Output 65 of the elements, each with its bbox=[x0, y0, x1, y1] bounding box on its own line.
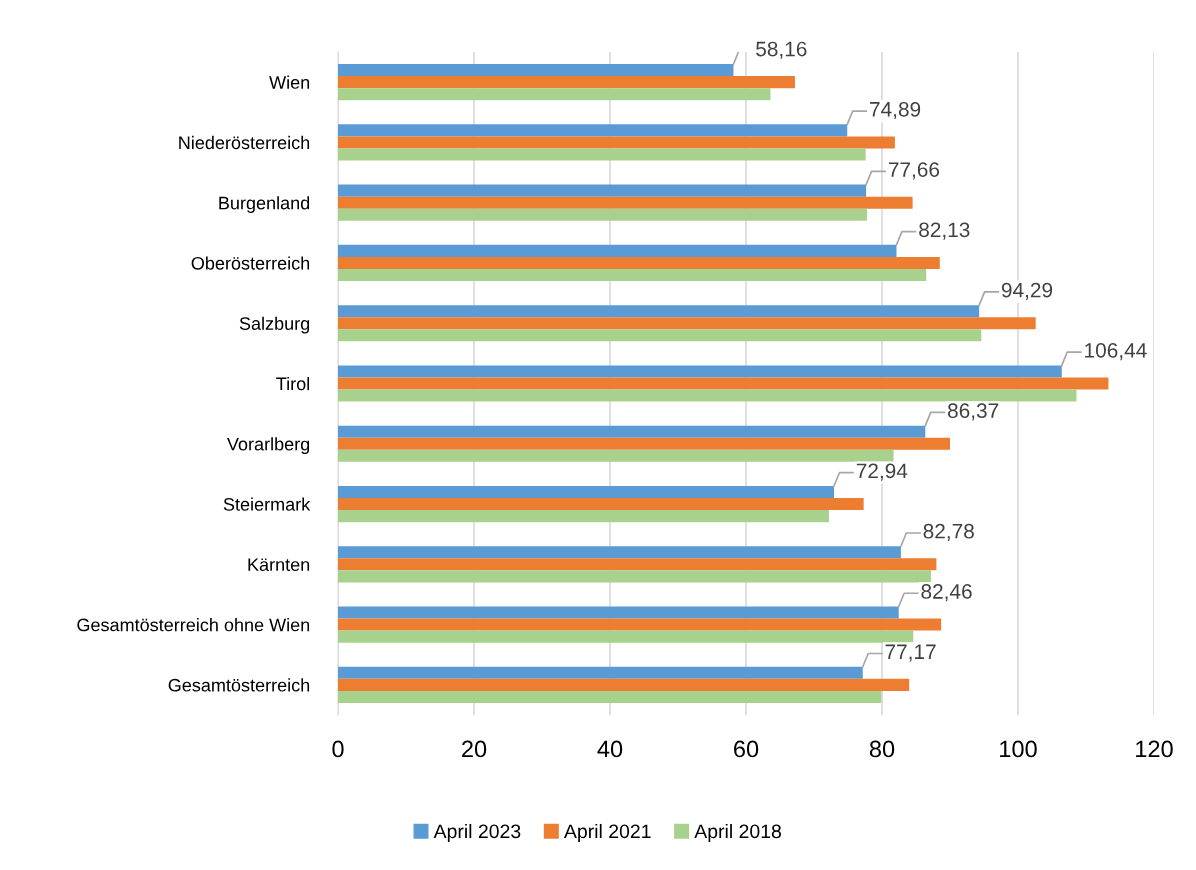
data-label: 58,16 bbox=[756, 41, 807, 59]
bar bbox=[338, 425, 926, 438]
data-label: 82,78 bbox=[923, 523, 974, 542]
bar bbox=[338, 136, 895, 149]
x-tick-label: 80 bbox=[869, 740, 895, 758]
bar bbox=[338, 64, 734, 77]
bar bbox=[338, 317, 1036, 330]
y-tick-label: Salzburg bbox=[239, 316, 310, 334]
x-tick-label: 20 bbox=[462, 740, 487, 758]
data-label: 74,89 bbox=[870, 101, 921, 120]
bar bbox=[338, 268, 927, 282]
bar bbox=[338, 377, 1109, 390]
bar bbox=[338, 389, 1077, 402]
legend-label: April 2021 bbox=[563, 823, 651, 843]
bar bbox=[338, 208, 868, 221]
y-tick-label: Burgenland bbox=[219, 196, 310, 213]
bar bbox=[338, 449, 894, 462]
bar bbox=[338, 329, 982, 342]
data-label: 82,46 bbox=[921, 584, 972, 602]
y-tick-label: Gesamtösterreich ohne Wien bbox=[77, 618, 310, 632]
data-label: 86,37 bbox=[947, 403, 999, 421]
bar bbox=[338, 546, 901, 559]
data-label: 77,66 bbox=[888, 162, 940, 180]
y-tick-label: Niederösterreich bbox=[179, 135, 310, 150]
x-tick-label: 60 bbox=[734, 740, 759, 758]
bar bbox=[338, 305, 980, 318]
data-label: 72,94 bbox=[856, 463, 908, 481]
bar bbox=[338, 196, 913, 209]
bar bbox=[338, 498, 864, 511]
bar bbox=[338, 256, 940, 269]
legend-label: April 2023 bbox=[433, 823, 521, 843]
bar bbox=[338, 437, 950, 450]
y-tick-label: Oberösterreich bbox=[191, 256, 310, 270]
data-label: 82,13 bbox=[919, 222, 970, 240]
y-tick-label: Kärnten bbox=[248, 558, 310, 572]
y-tick-label: Steiermark bbox=[223, 497, 311, 511]
y-tick-label: Tirol bbox=[276, 376, 310, 391]
x-tick-label: 100 bbox=[1000, 740, 1037, 758]
bar bbox=[338, 485, 834, 499]
bar bbox=[338, 558, 937, 571]
bar bbox=[338, 76, 795, 89]
bar bbox=[338, 88, 771, 101]
bar bbox=[338, 618, 942, 631]
bar bbox=[338, 365, 1062, 378]
bar bbox=[338, 244, 897, 257]
bar bbox=[338, 570, 931, 583]
data-label: 106,44 bbox=[1085, 343, 1147, 361]
y-tick-label: Wien bbox=[269, 75, 310, 89]
bar bbox=[338, 510, 829, 523]
bar bbox=[338, 666, 863, 679]
bar bbox=[338, 678, 910, 691]
legend-label: April 2018 bbox=[694, 823, 781, 843]
bar bbox=[338, 124, 848, 137]
bar bbox=[338, 184, 867, 197]
x-tick-label: 40 bbox=[597, 740, 623, 758]
data-label: 94,29 bbox=[1001, 282, 1053, 300]
data-label: 77,17 bbox=[885, 644, 936, 662]
x-tick-label: 120 bbox=[1136, 740, 1173, 758]
bar bbox=[338, 148, 866, 161]
bar bbox=[338, 606, 899, 619]
y-tick-label: Gesamtösterreich bbox=[168, 678, 310, 692]
y-tick-label: Vorarlberg bbox=[227, 437, 310, 455]
bar bbox=[338, 630, 914, 643]
x-tick-label: 0 bbox=[332, 740, 344, 758]
bar bbox=[338, 690, 882, 703]
